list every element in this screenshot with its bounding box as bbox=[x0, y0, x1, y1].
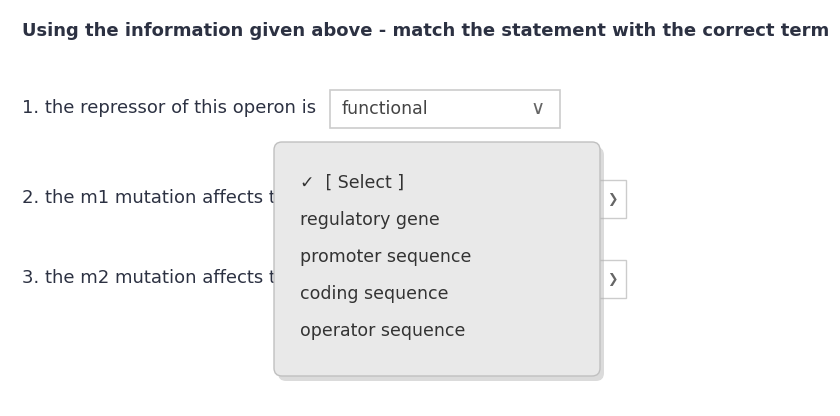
Text: regulatory gene: regulatory gene bbox=[300, 211, 440, 229]
Text: ✓  [ Select ]: ✓ [ Select ] bbox=[300, 174, 404, 192]
Text: 2. the m1 mutation affects th: 2. the m1 mutation affects th bbox=[22, 189, 287, 207]
FancyBboxPatch shape bbox=[598, 260, 626, 298]
FancyBboxPatch shape bbox=[278, 147, 604, 381]
Text: Using the information given above - match the statement with the correct term: Using the information given above - matc… bbox=[22, 22, 829, 40]
FancyBboxPatch shape bbox=[274, 142, 600, 376]
Text: ❯: ❯ bbox=[606, 272, 617, 285]
Text: ❯: ❯ bbox=[606, 193, 617, 206]
Text: 1. the repressor of this operon is: 1. the repressor of this operon is bbox=[22, 99, 316, 117]
Text: operator sequence: operator sequence bbox=[300, 322, 465, 340]
FancyBboxPatch shape bbox=[330, 90, 560, 128]
Text: 3. the m2 mutation affects th: 3. the m2 mutation affects th bbox=[22, 269, 287, 287]
Text: coding sequence: coding sequence bbox=[300, 285, 449, 303]
FancyBboxPatch shape bbox=[598, 180, 626, 218]
Text: promoter sequence: promoter sequence bbox=[300, 248, 471, 266]
Text: functional: functional bbox=[342, 100, 428, 118]
Text: ∨: ∨ bbox=[531, 99, 545, 119]
